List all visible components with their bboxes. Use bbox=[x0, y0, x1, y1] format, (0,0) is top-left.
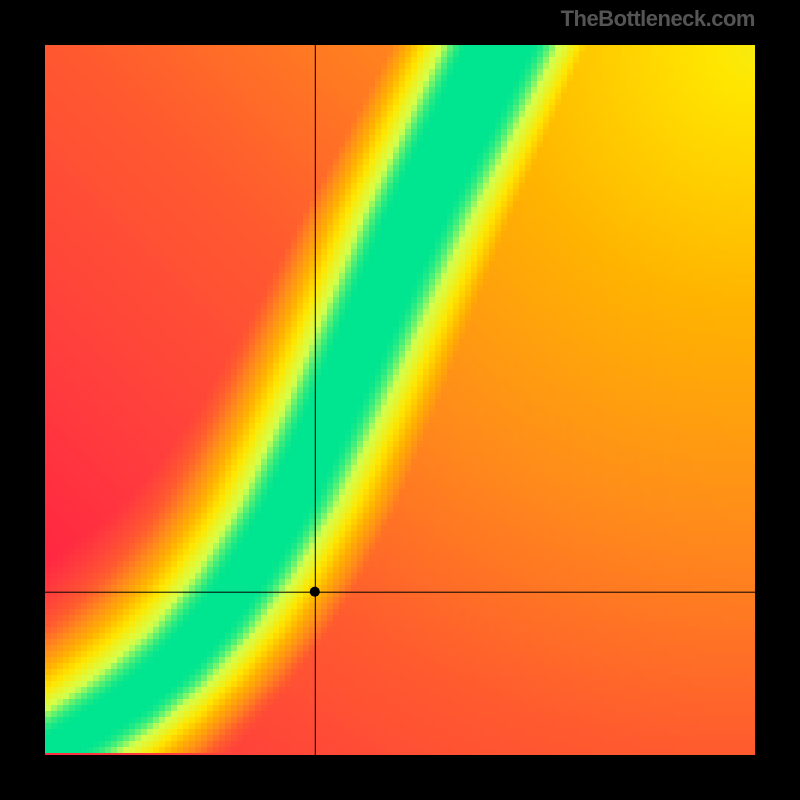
watermark-text: TheBottleneck.com bbox=[561, 6, 755, 32]
plot-area bbox=[45, 45, 755, 755]
heatmap-canvas bbox=[45, 45, 755, 755]
figure-outer: TheBottleneck.com bbox=[0, 0, 800, 800]
